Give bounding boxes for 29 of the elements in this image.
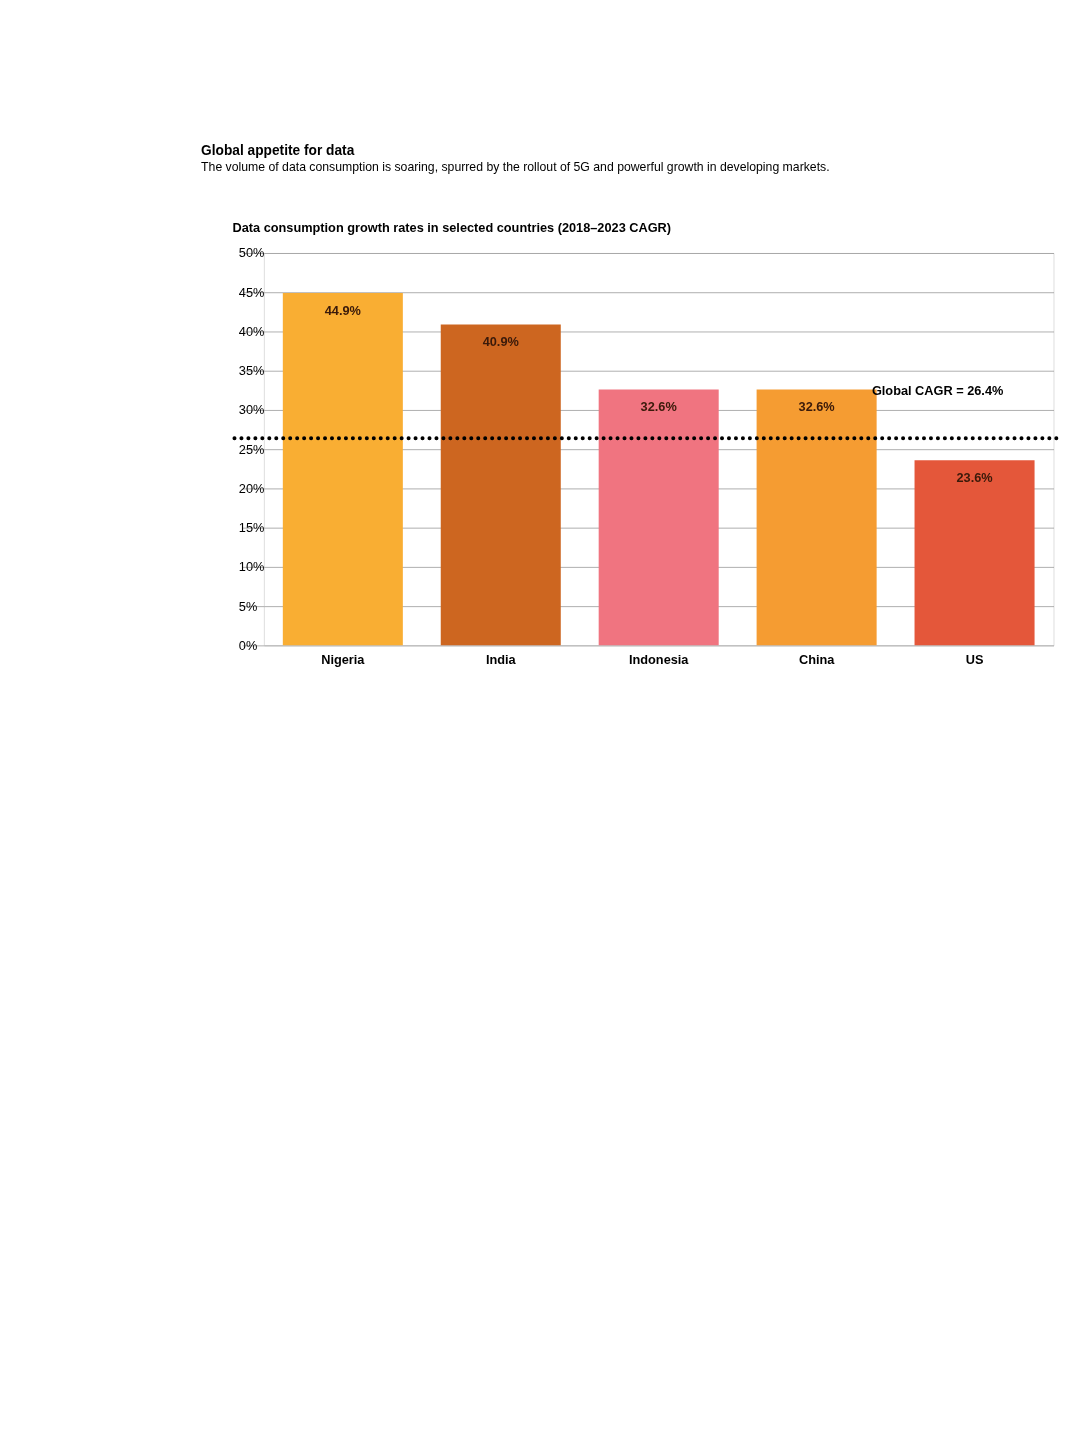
y-tick-label: 15% bbox=[238, 520, 265, 536]
bar bbox=[598, 389, 719, 646]
data-label: 40.9% bbox=[482, 333, 519, 349]
bar bbox=[282, 293, 403, 646]
y-tick-label: 40% bbox=[238, 323, 265, 339]
bar bbox=[440, 324, 561, 646]
y-tick-label: 20% bbox=[238, 480, 265, 496]
y-tick-label: 45% bbox=[238, 284, 265, 300]
y-tick-label: 0% bbox=[238, 637, 258, 653]
data-label: 32.6% bbox=[798, 399, 835, 415]
text: Data consumption growth rates in selected countries (2018–2023 CAGR) bbox=[232, 220, 672, 236]
data-label: 23.6% bbox=[956, 469, 993, 485]
chart-subtitle: The volume of data consumption is soaring, spurred by the rollout of 5G and powerful growth in developing markets. bbox=[201, 160, 830, 175]
y-tick-label: 35% bbox=[238, 363, 265, 379]
x-tick-label: India bbox=[485, 651, 517, 667]
x-tick-label: US bbox=[965, 651, 984, 667]
x-tick-label: Indonesia bbox=[628, 651, 690, 667]
bar bbox=[914, 460, 1035, 646]
y-tick-label: 25% bbox=[238, 441, 265, 457]
data-label: 44.9% bbox=[324, 302, 361, 318]
ref-line-label: Global CAGR = 26.4% bbox=[871, 383, 1004, 399]
y-tick-label: 50% bbox=[238, 245, 265, 261]
y-tick-label: 30% bbox=[238, 402, 265, 418]
y-tick-label: 10% bbox=[238, 559, 265, 575]
x-tick-label: China bbox=[798, 651, 836, 667]
y-tick-label: 5% bbox=[238, 598, 258, 614]
data-label: 32.6% bbox=[640, 399, 677, 415]
x-tick-label: Nigeria bbox=[321, 651, 366, 667]
chart-title: Global appetite for data bbox=[201, 143, 355, 159]
